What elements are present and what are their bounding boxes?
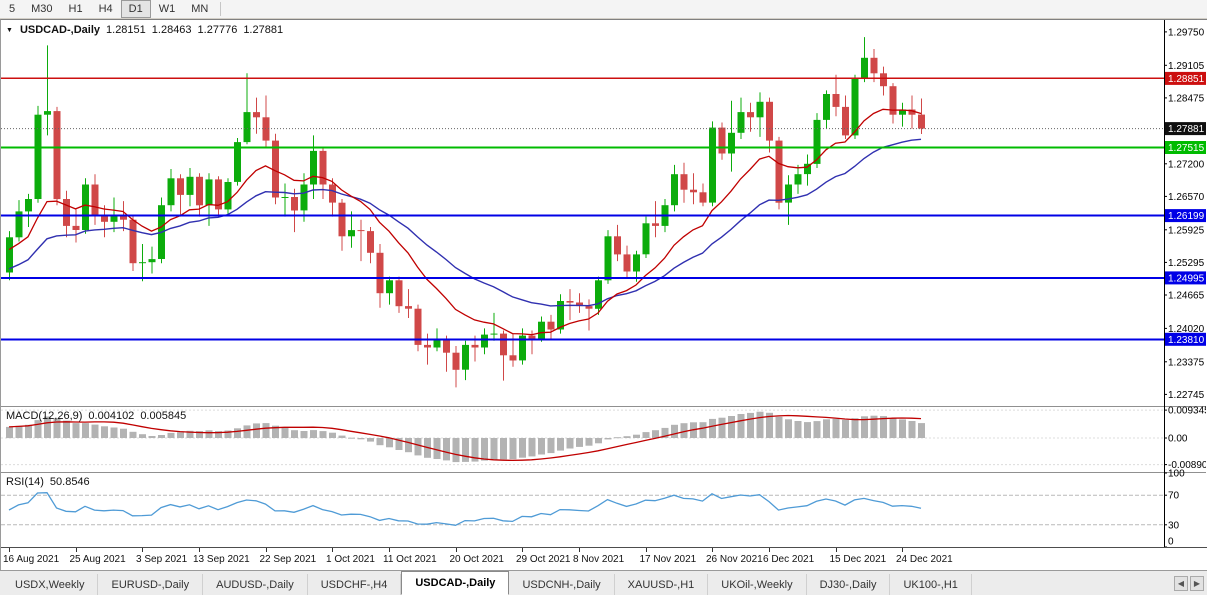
rsi-axis-label: 30: [1168, 520, 1180, 531]
rsi-axis-label: 100: [1168, 469, 1185, 480]
chart-tab-usdcnh-daily[interactable]: USDCNH-,Daily: [509, 574, 615, 595]
chart-tab-xauusd-h1[interactable]: XAUUSD-,H1: [615, 574, 709, 595]
chart-tab-dj30-daily[interactable]: DJ30-,Daily: [807, 574, 891, 595]
time-axis-label: 6 Dec 2021: [763, 554, 815, 565]
time-axis-label: 22 Sep 2021: [259, 554, 317, 565]
time-axis-label: 26 Nov 2021: [706, 554, 763, 565]
time-axis-label: 11 Oct 2021: [383, 554, 437, 565]
ma-slow-line: [8, 138, 922, 307]
candlestick-series[interactable]: [6, 37, 925, 388]
time-axis-label: 1 Oct 2021: [326, 554, 375, 565]
time-axis-tick: [332, 548, 333, 552]
time-axis-tick: [389, 548, 390, 552]
price-badge-label: 1.27881: [1168, 124, 1205, 135]
price-axis-label: 1.27200: [1168, 159, 1205, 170]
timeframe-button-m30[interactable]: M30: [31, 3, 53, 15]
price-badge-label: 1.24995: [1168, 273, 1205, 284]
timeframe-button-h4[interactable]: H4: [98, 3, 113, 15]
time-axis-label: 3 Sep 2021: [136, 554, 188, 565]
price-badge: [1165, 71, 1206, 85]
chart-tab-usdchf-h4[interactable]: USDCHF-,H4: [308, 574, 402, 595]
price-badge: [1165, 332, 1206, 346]
time-axis-tick: [835, 548, 837, 552]
price-axis-label: 1.24020: [1168, 324, 1205, 335]
timeframe-toolbar: 5 M30 H1 H4 D1 W1 MN: [0, 0, 1207, 19]
toolbar-separator: [220, 2, 222, 16]
time-axis-tick: [769, 548, 770, 552]
time-axis-tick: [75, 548, 77, 552]
time-axis-tick: [902, 548, 903, 552]
chart-tab-ukoil-weekly[interactable]: UKOil-,Weekly: [708, 574, 807, 595]
macd-signal-line: [8, 414, 922, 462]
macd-axis-label: 0.009345: [1168, 406, 1206, 417]
chart-window: 1.29750 1.29105 1.28475 1.27200 1.26570 1.259…: [0, 19, 1207, 570]
time-axis-tick: [645, 548, 647, 552]
time-axis-label: 29 Oct 2021: [516, 554, 571, 565]
timeframe-button-w1[interactable]: W1: [158, 3, 176, 15]
time-axis-tick: [712, 548, 713, 552]
time-axis-tick: [522, 548, 523, 552]
price-badge-label: 1.26199: [1168, 211, 1205, 222]
price-axis-label: 1.28475: [1168, 93, 1205, 104]
price-badge: [1165, 141, 1206, 154]
macd-axis-label: 0.00: [1168, 434, 1188, 445]
price-badge-label: 1.28851: [1168, 74, 1205, 85]
chart-background: [1, 20, 1206, 547]
price-badge: [1165, 271, 1206, 285]
tab-scroll-right-button[interactable]: ▶: [1190, 576, 1204, 591]
time-axis-label: 13 Sep 2021: [193, 554, 250, 565]
price-axis-label: 1.29750: [1168, 27, 1205, 38]
timeframe-button-5[interactable]: 5: [9, 3, 16, 15]
rsi-axis-label: 0: [1168, 537, 1174, 548]
chart-tab-usdx-weekly[interactable]: USDX,Weekly: [2, 574, 99, 595]
ma-fast-line: [8, 108, 922, 336]
time-axis-tick: [9, 548, 10, 552]
macd-axis-label: -0.008905: [1168, 460, 1206, 471]
chart-tab-usdcad-daily[interactable]: USDCAD-,Daily: [401, 571, 510, 595]
time-axis-label: 20 Oct 2021: [449, 554, 504, 565]
timeframe-button-h1[interactable]: H1: [68, 3, 83, 15]
timeframe-button-mn[interactable]: MN: [191, 3, 209, 15]
time-axis-tick: [455, 548, 457, 552]
price-axis-label: 1.26570: [1168, 192, 1205, 203]
price-badge-label: 1.27515: [1168, 143, 1205, 154]
price-axis-label: 1.29105: [1168, 61, 1205, 72]
time-axis-label: 15 Dec 2021: [829, 554, 887, 565]
rsi-line: [8, 492, 922, 526]
time-axis-label: 16 Aug 2021: [3, 554, 60, 565]
time-axis-label: 17 Nov 2021: [639, 554, 697, 565]
rsi-axis-label: 70: [1168, 491, 1180, 502]
price-axis-label: 1.24665: [1168, 291, 1205, 302]
price-badge-label: 1.23810: [1168, 335, 1205, 346]
chart-tab-eurusd-daily[interactable]: EURUSD-,Daily: [98, 574, 204, 595]
tab-scrollbar: ◀ ▶: [1174, 576, 1204, 591]
timeframe-button-d1[interactable]: D1: [120, 0, 151, 18]
time-axis-tick: [142, 548, 143, 552]
time-axis-label: 25 Aug 2021: [69, 554, 126, 565]
time-axis-tick: [199, 548, 200, 552]
price-axis-label: 1.25295: [1168, 258, 1205, 269]
price-axis-label: 1.25925: [1168, 225, 1205, 236]
time-axis[interactable]: 16 Aug 2021 25 Aug 2021 3 Sep 2021 13 Sep 2…: [1, 547, 1207, 570]
price-axis-label: 1.23375: [1168, 357, 1205, 368]
tab-scroll-left-button[interactable]: ◀: [1174, 576, 1188, 591]
time-axis-label: 24 Dec 2021: [896, 554, 953, 565]
price-chart-canvas[interactable]: 1.29750 1.29105 1.28475 1.27200 1.26570 1.259…: [1, 20, 1206, 547]
time-axis-label: 8 Nov 2021: [573, 554, 625, 565]
price-axis-label: 1.22745: [1168, 390, 1205, 401]
chart-tab-uk100-h1[interactable]: UK100-,H1: [890, 574, 972, 595]
price-badge: [1165, 122, 1206, 136]
time-axis-tick: [579, 548, 580, 552]
chart-tab-audusd-daily[interactable]: AUDUSD-,Daily: [203, 574, 308, 595]
price-badge: [1165, 209, 1206, 223]
time-axis-tick: [265, 548, 267, 552]
chart-tab-bar: USDX,Weekly EURUSD-,Daily AUDUSD-,Daily USD…: [0, 570, 1207, 595]
